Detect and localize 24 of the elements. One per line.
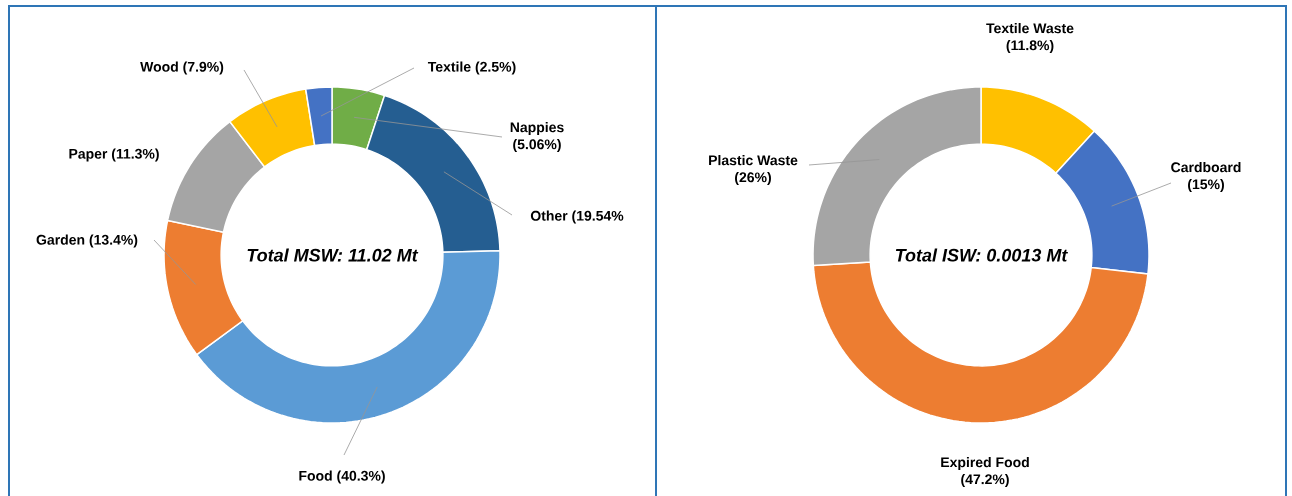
text: Total MSW: 11.02 Mt (247, 248, 419, 262)
slice-label: Wood (140, 61, 178, 72)
slice-label: Cardboard (1171, 161, 1241, 173)
slice-label: Other (530, 210, 568, 221)
data-label: (5.06%) (513, 138, 561, 153)
data-label: (2.5%) (475, 61, 516, 75)
slice-label: Textile (427, 61, 471, 72)
slice-label: Nappies (510, 121, 564, 136)
text: Total ISW: 0.0013 Mt (895, 248, 1068, 262)
slice-label: Garden (36, 234, 85, 245)
data-label: (19.54% (572, 210, 624, 224)
data-label: (11.3%) (111, 148, 159, 162)
data-label: (13.4%) (89, 234, 138, 248)
slice-label: Paper (69, 148, 108, 162)
slice-label: Expired Food (941, 456, 1029, 471)
data-label: (40.3%) (337, 470, 385, 484)
data-label: (26%) (735, 171, 771, 186)
slice-label: Textile Waste (986, 22, 1074, 34)
data-label: (7.9%) (183, 61, 224, 75)
slice-label: Plastic Waste (709, 154, 798, 166)
data-label: (47.2%) (961, 473, 1009, 488)
slice-label: Food (299, 470, 332, 481)
data-label: (15%) (1188, 178, 1224, 193)
data-label: (11.8%) (1006, 39, 1054, 54)
